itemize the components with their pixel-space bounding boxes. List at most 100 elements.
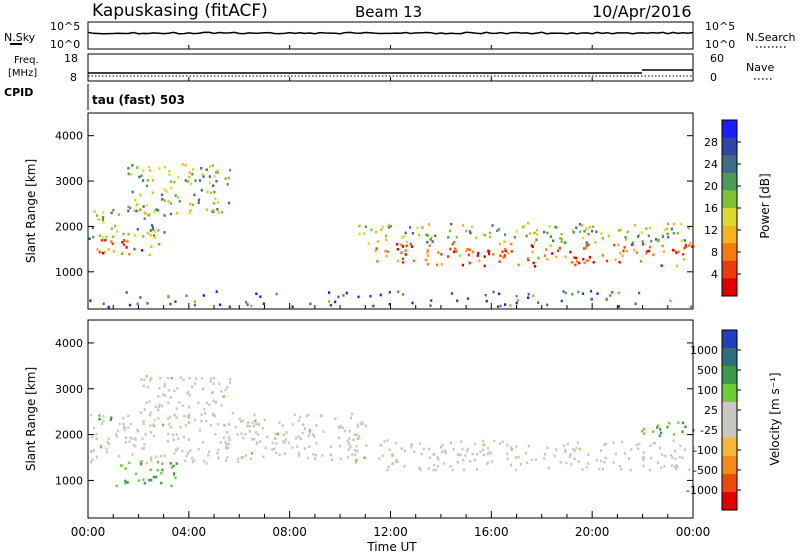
heatmap-cell [190,385,194,388]
heatmap-cell [98,234,102,237]
heatmap-cell [254,419,257,423]
heatmap-cell [110,240,113,243]
freq-unit-label: [MHz] [8,68,37,79]
heatmap-cell [649,226,652,230]
heatmap-cell [140,174,143,178]
heatmap-cell [573,256,576,259]
heatmap-cell [179,425,182,429]
heatmap-cell [139,193,142,197]
heatmap-cell [601,237,604,240]
heatmap-cell [680,239,683,242]
heatmap-cell [659,446,662,450]
heatmap-cell [216,208,219,211]
heatmap-cell [357,295,360,299]
heatmap-cell [303,447,306,450]
heatmap-cell [674,457,677,461]
heatmap-cell [487,446,490,450]
heatmap-cell [347,448,350,451]
heatmap-cell [131,453,134,456]
heatmap-cell [334,300,337,304]
heatmap-cell [114,224,117,228]
heatmap-cell [207,453,210,457]
heatmap-cell [466,247,469,251]
heatmap-cell [145,375,148,378]
heatmap-cell [274,432,277,436]
heatmap-cell [355,461,358,464]
heatmap-cell [660,264,663,267]
heatmap-cell [133,209,136,213]
heatmap-cell [193,193,196,197]
heatmap-cell [483,443,486,447]
heatmap-cell [355,459,358,462]
velocity-panel-frame [87,319,694,519]
colorbar-tick-label: 4 [711,268,718,281]
heatmap-cell [515,230,518,233]
heatmap-cell [226,386,229,389]
heatmap-cell [673,249,676,253]
heatmap-cell [483,255,486,258]
heatmap-cell [397,290,400,293]
heatmap-cell [126,240,129,243]
heatmap-cell [652,253,655,256]
heatmap-cell [222,423,226,427]
heatmap-cell [619,228,622,232]
heatmap-cell [475,236,478,240]
heatmap-cell [273,437,276,440]
heatmap-cell [441,444,444,447]
heatmap-cell [157,417,160,420]
heatmap-cell [213,190,216,194]
heatmap-cell [88,237,91,240]
heatmap-cell [117,213,121,216]
heatmap-cell [188,413,191,417]
heatmap-cell [410,245,413,248]
heatmap-cell [157,460,160,464]
heatmap-cell [596,292,599,295]
heatmap-cell [200,419,203,423]
heatmap-cell [145,461,148,465]
heatmap-cell [147,165,150,169]
heatmap-cell [405,240,409,244]
heatmap-cell [95,214,99,217]
heatmap-cell [483,264,486,268]
cpid-label: CPID [4,86,33,99]
heatmap-cell [139,296,142,299]
heatmap-cell [581,224,584,227]
heatmap-cell [461,263,464,267]
heatmap-cell [621,254,624,258]
heatmap-cell [626,230,629,234]
heatmap-cell [167,401,170,404]
heatmap-cell [154,405,157,409]
heatmap-cell [102,302,105,306]
heatmap-cell [157,408,160,412]
heatmap-cell [643,456,646,459]
heatmap-cell [152,475,155,479]
heatmap-cell [283,452,287,455]
heatmap-cell [165,190,168,193]
heatmap-cell [122,243,126,247]
heatmap-cell [120,252,124,255]
heatmap-cell [227,442,230,446]
heatmap-cell [148,400,151,403]
heatmap-cell [422,447,425,451]
heatmap-cell [127,209,130,213]
beam-label: Beam 13 [355,3,422,21]
heatmap-cell [167,432,170,436]
heatmap-cell [421,226,424,229]
heatmap-cell [242,436,245,440]
heatmap-cell [197,401,200,404]
heatmap-cell [213,376,216,380]
heatmap-cell [188,416,191,419]
heatmap-cell [643,432,646,435]
heatmap-cell [212,382,215,385]
heatmap-cell [226,431,229,434]
freq-tick-top: 18 [64,52,78,65]
heatmap-cell [116,429,119,433]
heatmap-cell [125,291,128,294]
colorbar-tick-label: 100 [697,384,718,397]
heatmap-cell [548,225,551,228]
heatmap-cell [228,438,231,442]
heatmap-cell [307,434,310,438]
heatmap-cell [264,446,267,450]
heatmap-cell [657,461,660,464]
